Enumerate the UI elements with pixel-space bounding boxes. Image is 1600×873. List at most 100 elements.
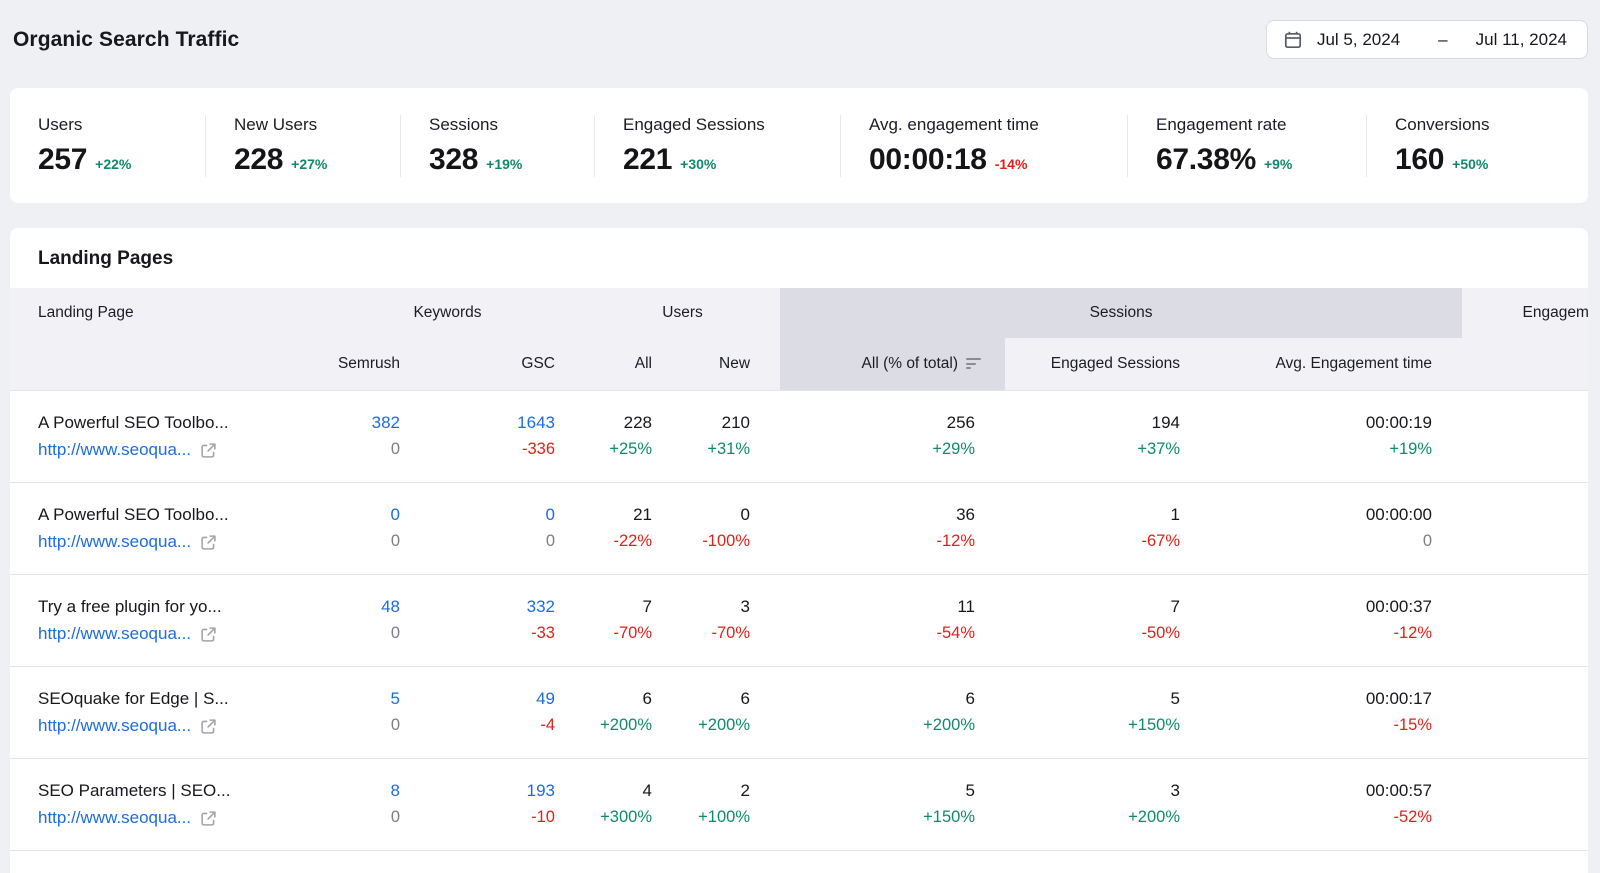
metric-avg-engagement-time: Avg. engagement time 00:00:18 -14% (840, 114, 1127, 177)
semrush-keywords-link[interactable]: 5 (390, 689, 400, 708)
landing-page-cell: Try a free plugin for yo... http://www.s… (10, 573, 310, 666)
value: 6 (740, 689, 751, 708)
value: 3 (740, 597, 751, 616)
delta: +200% (923, 716, 976, 734)
metric-value: 67.38% (1156, 142, 1256, 176)
col-header-spacer (10, 338, 310, 390)
metric-label: Conversions (1395, 114, 1490, 134)
delta: -22% (613, 532, 652, 550)
delta: 0 (390, 716, 400, 734)
metric-value: 00:00:18 (869, 142, 987, 176)
sessions-all-cell: 5 +150% (780, 757, 1006, 850)
metric-label: Avg. engagement time (869, 114, 1039, 134)
external-link-icon[interactable] (200, 534, 217, 551)
metric-label: Users (38, 114, 83, 134)
delta: +150% (923, 808, 976, 826)
table-row-partial (10, 849, 1588, 873)
metric-delta: +30% (680, 155, 717, 172)
metric-value: 160 (1395, 142, 1445, 176)
calendar-icon (1283, 30, 1303, 50)
delta: 0 (390, 624, 400, 642)
col-header-sessions-all-label: All (% of total) (861, 354, 959, 372)
metric-value: 228 (234, 142, 284, 176)
landing-page-url-link[interactable]: http://www.seoqua... (38, 440, 192, 459)
col-header-semrush[interactable]: Semrush (310, 338, 430, 390)
users-new-cell: 0 -100% (682, 481, 781, 574)
engaged-sessions-cell: 7 -50% (1005, 573, 1211, 666)
value: 00:00:37 (1365, 597, 1433, 616)
semrush-keywords-link[interactable]: 382 (371, 413, 400, 432)
landing-page-url-link[interactable]: http://www.seoqua... (38, 716, 192, 735)
users-all-cell: 21 -22% (585, 481, 682, 574)
col-header-users-new[interactable]: New (682, 338, 781, 390)
landing-page-cell: A Powerful SEO Toolbo... http://www.seoq… (10, 389, 310, 482)
landing-page-url-link[interactable]: http://www.seoqua... (38, 808, 192, 827)
users-new-cell: 210 +31% (682, 389, 781, 482)
delta: +100% (698, 808, 751, 826)
date-range-picker[interactable]: Jul 5, 2024 – Jul 11, 2024 (1265, 20, 1588, 59)
value: 194 (1151, 413, 1181, 432)
col-header-sessions-all[interactable]: All (% of total) (780, 338, 1006, 390)
col-header-engaged-sessions[interactable]: Engaged Sessions (1005, 338, 1211, 390)
users-new-cell: 3 -70% (682, 573, 781, 666)
col-header-avg-engagement-time[interactable]: Avg. Engagement time (1210, 338, 1463, 390)
delta: -100% (702, 532, 751, 550)
metric-conversions: Conversions 160 +50% (1366, 114, 1566, 177)
engagement-rate-cell (1462, 481, 1588, 574)
gsc-keywords-link[interactable]: 332 (526, 597, 555, 616)
landing-page-url-link[interactable]: http://www.seoqua... (38, 624, 192, 643)
landing-page-title: A Powerful SEO Toolbo... (38, 505, 229, 524)
gsc-cell: 1643 -336 (430, 389, 585, 482)
col-header-landing-page[interactable]: Landing Page (10, 288, 310, 338)
delta: +29% (932, 440, 976, 458)
gsc-keywords-link[interactable]: 1643 (517, 413, 555, 432)
value: 5 (965, 781, 976, 800)
users-all-cell: 4 +300% (585, 757, 682, 850)
landing-page-cell: A Powerful SEO Toolbo... http://www.seoq… (10, 481, 310, 574)
metric-delta: -14% (994, 155, 1028, 172)
landing-page-url-link[interactable]: http://www.seoqua... (38, 532, 192, 551)
avg-engagement-time-cell: 00:00:57 -52% (1210, 757, 1463, 850)
gsc-cell: 332 -33 (430, 573, 585, 666)
external-link-icon[interactable] (200, 810, 217, 827)
table-row: A Powerful SEO Toolbo... http://www.seoq… (10, 481, 1588, 574)
value: 210 (721, 413, 751, 432)
delta: -15% (1393, 716, 1433, 734)
gsc-cell: 193 -10 (430, 757, 585, 850)
engagement-rate-cell (1462, 665, 1588, 758)
gsc-keywords-link[interactable]: 49 (536, 689, 555, 708)
delta: +200% (1128, 808, 1181, 826)
delta: 0 (1422, 532, 1433, 550)
col-group-users: Users (585, 288, 781, 338)
delta: -10 (531, 808, 555, 826)
semrush-keywords-link[interactable]: 0 (390, 505, 400, 524)
value: 11 (957, 597, 976, 616)
value: 00:00:17 (1365, 689, 1433, 708)
landing-page-title: SEOquake for Edge | S... (38, 689, 229, 708)
delta: +150% (1128, 716, 1181, 734)
external-link-icon[interactable] (200, 718, 217, 735)
sessions-all-cell: 6 +200% (780, 665, 1006, 758)
external-link-icon[interactable] (200, 626, 217, 643)
value: 6 (642, 689, 652, 708)
col-group-engagement-rate: Engagement rate (1462, 288, 1588, 338)
value: 256 (946, 413, 976, 432)
semrush-keywords-link[interactable]: 48 (381, 597, 400, 616)
col-header-users-all[interactable]: All (585, 338, 682, 390)
gsc-keywords-link[interactable]: 193 (526, 781, 555, 800)
value: 2 (740, 781, 751, 800)
date-separator: – (1438, 29, 1448, 49)
delta: +31% (707, 440, 751, 458)
engaged-sessions-cell: 5 +150% (1005, 665, 1211, 758)
delta: 0 (390, 808, 400, 826)
external-link-icon[interactable] (200, 442, 217, 459)
table-row: A Powerful SEO Toolbo... http://www.seoq… (10, 389, 1588, 482)
gsc-keywords-link[interactable]: 0 (545, 505, 555, 524)
col-header-gsc[interactable]: GSC (430, 338, 585, 390)
value: 00:00:19 (1365, 413, 1433, 432)
delta: -70% (613, 624, 652, 642)
semrush-keywords-link[interactable]: 8 (390, 781, 400, 800)
